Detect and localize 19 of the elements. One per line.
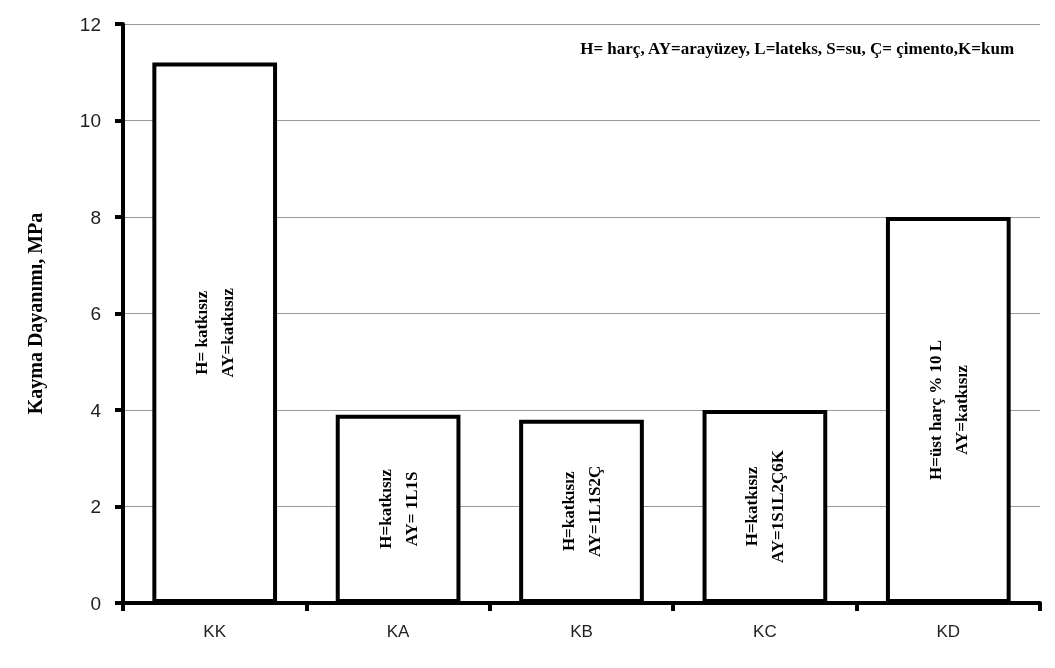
x-tick-label: KC: [753, 622, 777, 641]
x-tick-label: KD: [936, 622, 961, 641]
annotation: H=katkısız AY= 1L1S: [375, 468, 421, 549]
x-tick-label: KA: [386, 622, 411, 641]
y-tick-label: 4: [90, 399, 102, 421]
x-tick-label: KK: [203, 622, 227, 641]
annotation: H= harç, AY=arayüzey, L=lateks, S=su, Ç= çimento,K=kum: [580, 39, 1015, 58]
annotation: H=üst harç % 10 L AY=katkısız: [925, 339, 971, 481]
x-tick-label: KB: [570, 622, 593, 641]
y-axis-title: Kayma Dayanımı, MPa: [24, 212, 47, 415]
annotation: H= katkısız AY=katkısız: [192, 287, 238, 378]
y-tick-label: 8: [90, 206, 101, 228]
annotation: H=katkısız AY=1L1S2Ç: [559, 465, 604, 557]
annotation: H=katkısız AY=1S1L2Ç6K: [742, 449, 788, 563]
y-tick-label: 0: [90, 592, 101, 614]
y-tick-label: 6: [90, 303, 101, 324]
y-tick-label: 12: [79, 13, 101, 35]
y-tick-label: 2: [90, 496, 101, 517]
y-tick-label: 10: [79, 110, 101, 131]
